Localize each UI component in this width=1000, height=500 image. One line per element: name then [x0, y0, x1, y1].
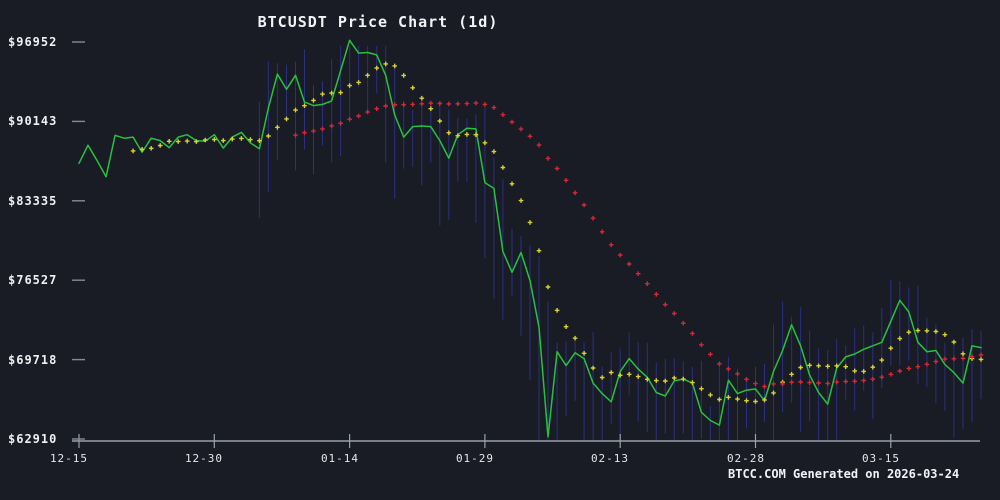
watermark-label: BTCC.COM Generated on 2026-03-24	[728, 467, 960, 481]
x-axis-label: 03-15	[861, 452, 901, 465]
x-axis-label: 02-13	[590, 452, 630, 465]
page-title: BTCUSDT Price Chart (1d)	[257, 13, 499, 31]
y-axis-label: $76527	[8, 273, 58, 287]
x-axis-label: 02-28	[726, 452, 766, 465]
y-axis-label: $96952	[8, 35, 58, 49]
y-axis-label: $69718	[8, 353, 58, 367]
y-axis-label: $83335	[8, 194, 58, 208]
x-axis	[72, 41, 980, 448]
x-axis-label: 12-30	[184, 452, 224, 465]
x-axis-label: 12-15	[49, 452, 89, 465]
y-axis-label: $90143	[8, 114, 58, 128]
ma25-dots	[293, 100, 984, 389]
price-line	[78, 39, 982, 438]
x-axis-label: 01-14	[320, 452, 360, 465]
ma7-dots	[130, 61, 984, 404]
x-axis-label: 01-29	[455, 452, 495, 465]
y-axis-label: $62910	[8, 432, 58, 446]
